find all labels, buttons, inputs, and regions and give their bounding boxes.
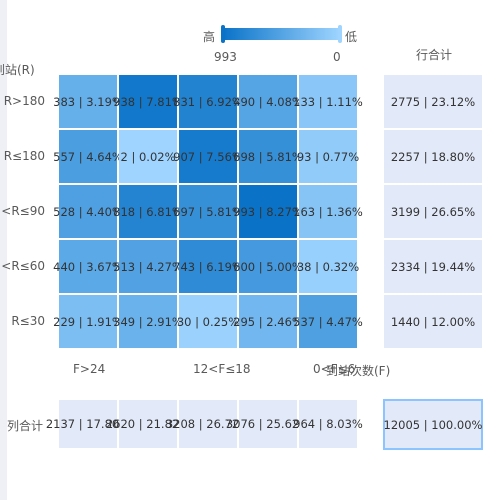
heatmap-cell[interactable]: 30 | 0.25% (177, 295, 239, 348)
row-total-title: 行合计 (416, 48, 453, 62)
left-edge-strip (0, 0, 7, 500)
heatmap-cell[interactable]: 349 | 2.91% (113, 295, 183, 348)
heatmap-cell[interactable]: 383 | 3.19% (53, 75, 123, 128)
row-label: R≤30 (11, 314, 45, 328)
row-total-cell[interactable]: 3199 | 26.65% (384, 185, 482, 238)
col-tick-label: 12<F≤18 (193, 362, 251, 376)
heatmap-cell[interactable]: 528 | 4.40% (53, 185, 123, 238)
col-tick-label: F>24 (73, 362, 106, 376)
legend-high-label: 高 (203, 30, 216, 44)
heatmap-cell[interactable]: 93 | 0.77% (297, 130, 359, 183)
legend-high-handle[interactable] (221, 25, 225, 43)
legend-max-value: 993 (214, 50, 237, 64)
row-label: R≤180 (3, 149, 45, 163)
heatmap-cell[interactable]: 2 | 0.02% (119, 130, 177, 183)
row-total-cell[interactable]: 2775 | 23.12% (384, 75, 482, 128)
legend-low-label: 低 (345, 30, 358, 44)
legend-gradient-bar (223, 28, 340, 40)
heatmap-cell[interactable]: 993 | 8.27% (233, 185, 303, 238)
col-total-cell[interactable]: 2137 | 17.80% (46, 400, 130, 448)
heatmap-cell[interactable]: 938 | 7.81% (113, 75, 183, 128)
heatmap-cell[interactable]: 697 | 5.81% (173, 185, 243, 238)
grand-total-cell[interactable]: 12005 | 100.00% (383, 399, 483, 450)
legend-low-handle[interactable] (338, 25, 342, 43)
col-axis-title: 到站次数(F) (326, 364, 391, 378)
col-total-cell[interactable]: 2620 | 21.82% (106, 400, 190, 448)
row-axis-title: 到站(R) (0, 63, 35, 77)
heatmap-cell[interactable]: 600 | 5.00% (233, 240, 303, 293)
col-tick-label: 0<F≤6 (313, 362, 356, 376)
heatmap-cell[interactable]: 513 | 4.27% (113, 240, 183, 293)
heatmap-cell[interactable]: 490 | 4.08% (233, 75, 303, 128)
heatmap-cell[interactable]: 743 | 6.19% (173, 240, 243, 293)
heatmap-cell[interactable]: 38 | 0.32% (297, 240, 359, 293)
heatmap-cell[interactable]: 831 | 6.92% (173, 75, 243, 128)
col-total-cell[interactable]: 3208 | 26.72% (166, 400, 250, 448)
row-label: R>180 (3, 94, 45, 108)
heatmap-cell[interactable]: 698 | 5.81% (233, 130, 303, 183)
col-total-title: 列合计 (7, 419, 44, 433)
heatmap-cell[interactable]: 818 | 6.81% (113, 185, 183, 238)
row-total-cell[interactable]: 2334 | 19.44% (384, 240, 482, 293)
col-total-cell[interactable]: 964 | 8.03% (293, 400, 363, 448)
heatmap-cell[interactable]: 295 | 2.46% (233, 295, 303, 348)
row-total-cell[interactable]: 2257 | 18.80% (384, 130, 482, 183)
legend-min-value: 0 (333, 50, 341, 64)
heatmap-cell[interactable]: 229 | 1.91% (53, 295, 123, 348)
heatmap-cell[interactable]: 537 | 4.47% (293, 295, 363, 348)
heatmap-cell[interactable]: 907 | 7.56% (173, 130, 243, 183)
heatmap-cell[interactable]: 133 | 1.11% (293, 75, 363, 128)
row-label: <R≤60 (1, 259, 45, 273)
row-label: <R≤90 (1, 204, 45, 218)
col-total-cell[interactable]: 3076 | 25.62% (226, 400, 310, 448)
row-total-cell[interactable]: 1440 | 12.00% (384, 295, 482, 348)
heatmap-cell[interactable]: 440 | 3.67% (53, 240, 123, 293)
heatmap-cell[interactable]: 557 | 4.64% (53, 130, 123, 183)
heatmap-cell[interactable]: 163 | 1.36% (293, 185, 363, 238)
